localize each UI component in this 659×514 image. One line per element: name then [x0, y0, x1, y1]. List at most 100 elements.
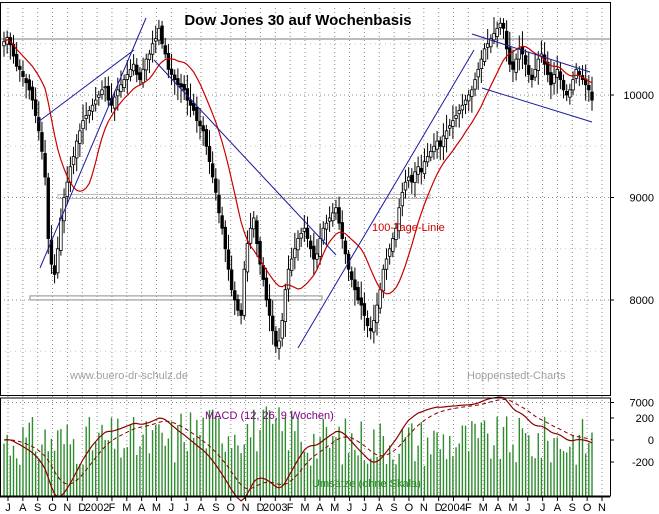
- candle-body-39: [125, 74, 129, 80]
- candle-body-141: [448, 125, 452, 129]
- macd-panel-frame: [0, 397, 611, 497]
- candle-body-129: [410, 174, 414, 183]
- candle-body-149: [473, 79, 477, 90]
- candle-body-46: [147, 53, 152, 61]
- x-tick-label-32: M: [479, 502, 488, 514]
- candle-body-86: [274, 330, 278, 347]
- candle-body-74: [236, 299, 240, 311]
- x-tick-label-15: O: [226, 502, 235, 514]
- candle-body-136: [432, 145, 436, 153]
- candle-body-0: [2, 41, 6, 47]
- candle-body-89: [283, 289, 288, 323]
- candle-body-70: [223, 226, 227, 250]
- x-tick-label-4: N: [63, 502, 71, 514]
- candle-body-160: [508, 47, 512, 65]
- x-tick-label-10: M: [152, 502, 161, 514]
- candle-body-168: [533, 68, 537, 78]
- candle-body-134: [425, 156, 430, 163]
- candle-body-7: [24, 78, 28, 84]
- candle-body-45: [144, 58, 148, 71]
- candle-body-98: [312, 245, 316, 260]
- candle-body-151: [479, 58, 484, 69]
- candle-body-5: [18, 65, 22, 70]
- x-tick-label-1: A: [19, 502, 27, 514]
- candle-body-47: [150, 43, 155, 55]
- x-tick-label-3: O: [48, 502, 57, 514]
- x-tick-label-8: M: [122, 502, 131, 514]
- candle-body-114: [362, 303, 367, 316]
- trendline-1: [37, 49, 135, 123]
- candle-body-185: [587, 84, 591, 91]
- x-tick-label-0: J: [5, 502, 11, 514]
- candle-body-20: [65, 181, 69, 197]
- candle-body-25: [81, 120, 85, 130]
- x-tick-label-33: A: [494, 502, 502, 514]
- candle-body-95: [302, 227, 307, 232]
- candle-body-118: [375, 304, 379, 324]
- candle-body-158: [501, 23, 506, 29]
- x-tick-label-17: D: [256, 502, 264, 514]
- candle-body-142: [451, 120, 455, 127]
- x-tick-label-16: N: [242, 502, 250, 514]
- candle-body-99: [315, 253, 319, 260]
- candle-body-162: [514, 58, 518, 73]
- candle-body-31: [100, 89, 104, 95]
- candle-body-169: [536, 58, 540, 71]
- candle-body-14: [46, 177, 50, 239]
- candle-body-11: [37, 117, 41, 132]
- x-tick-label-31: F: [465, 502, 472, 514]
- candle-body-26: [84, 115, 88, 119]
- x-tick-label-38: S: [569, 502, 576, 514]
- candle-body-4: [14, 53, 19, 67]
- candle-body-84: [267, 298, 272, 316]
- candle-body-130: [413, 171, 417, 183]
- candle-body-43: [138, 72, 142, 81]
- x-tick-label-27: O: [405, 502, 414, 514]
- candle-body-105: [334, 207, 338, 214]
- candle-body-90: [286, 268, 291, 290]
- candle-body-112: [356, 287, 360, 301]
- candle-body-115: [365, 317, 370, 327]
- volume-layer: [3, 406, 593, 496]
- candle-body-166: [527, 65, 531, 75]
- x-tick-label-20: M: [300, 502, 309, 514]
- x-tick-label-29: D: [435, 502, 443, 514]
- candle-body-132: [419, 168, 423, 173]
- trendline-5: [481, 87, 593, 123]
- candle-body-73: [233, 290, 237, 301]
- candle-body-71: [226, 249, 231, 270]
- candle-body-49: [157, 27, 161, 41]
- candle-body-153: [485, 43, 490, 48]
- candle-body-127: [403, 181, 408, 191]
- candle-body-150: [476, 68, 480, 78]
- candle-body-16: [52, 265, 57, 275]
- candle-body-42: [135, 64, 139, 75]
- candle-body-57: [182, 84, 186, 91]
- candle-body-180: [571, 79, 575, 91]
- candle-body-96: [305, 227, 310, 239]
- macd-label: MACD (12, 26, 9 Wochen): [205, 410, 334, 422]
- support-box-8000: [29, 295, 323, 301]
- candle-body-85: [271, 315, 275, 332]
- candle-body-32: [103, 86, 107, 89]
- candle-body-181: [574, 68, 578, 79]
- moving-average-label: 100-Tage-Linie: [372, 222, 445, 234]
- candle-body-179: [568, 89, 572, 98]
- candle-body-50: [160, 25, 164, 45]
- candle-body-174: [552, 74, 556, 84]
- candle-body-51: [163, 45, 167, 55]
- candle-body-66: [210, 163, 215, 178]
- moving-average-layer: [3, 39, 593, 295]
- watermark-right: Hoppenstedt-Charts: [467, 370, 566, 382]
- candle-body-35: [112, 96, 117, 109]
- candle-body-87: [277, 340, 281, 349]
- candle-body-113: [359, 297, 363, 306]
- x-tick-label-14: S: [212, 502, 219, 514]
- volume-label: Umsätze (ohne Skala): [312, 478, 421, 490]
- candle-body-80: [255, 220, 259, 245]
- candle-body-186: [590, 91, 594, 101]
- trendline-2: [153, 59, 337, 256]
- x-tick-label-36: J: [540, 502, 546, 514]
- candle-body-125: [397, 207, 401, 232]
